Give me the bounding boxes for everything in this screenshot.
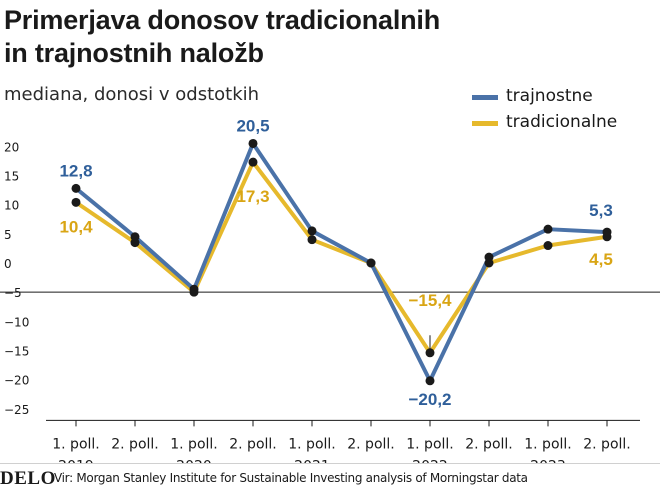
data-point-trajnostne	[248, 138, 258, 148]
y-tick-label: 10	[4, 199, 19, 213]
data-label-trajnostne: 20,5	[236, 116, 269, 135]
x-tick-label: 1. poll.	[524, 436, 572, 452]
x-tick-label: 2. poll.	[465, 436, 513, 452]
source-note: Vir: Morgan Stanley Institute for Sustai…	[54, 471, 528, 485]
y-tick-label: 20	[4, 140, 19, 154]
line-chart: 20 15 10 5 0 −5 −10 −15 −20 −25 1. poll. 2. poll. 1.…	[0, 116, 660, 463]
data-label-tradicionalne: 4,5	[589, 250, 613, 269]
chart-title-line-2: in trajnostnih naložb	[4, 38, 264, 68]
data-point-trajnostne	[130, 232, 140, 242]
x-tick-label: 2. poll.	[583, 436, 631, 452]
data-label-trajnostne: 12,8	[59, 161, 92, 180]
data-point-tradicionalne	[248, 157, 258, 167]
data-point-tradicionalne	[307, 235, 317, 245]
x-year-label: 2023	[530, 458, 566, 463]
data-point-tradicionalne	[425, 348, 435, 358]
data-point-tradicionalne	[543, 241, 553, 251]
footer: DELO Vir: Morgan Stanley Institute for S…	[0, 463, 660, 495]
brand-logo: DELO	[0, 468, 56, 489]
y-tick-label: 0	[4, 257, 12, 271]
x-tick-label: 1. poll.	[288, 436, 336, 452]
legend-swatch-tradicionalne	[472, 121, 498, 126]
y-tick-label: −15	[4, 344, 29, 358]
y-tick-label: −10	[4, 315, 29, 329]
y-tick-label: 15	[4, 170, 19, 184]
chart-subtitle: mediana, donosi v odstotkih	[4, 84, 260, 105]
x-year-label: 2019	[58, 458, 94, 463]
y-tick-label: 5	[4, 228, 12, 242]
x-tick-label: 1. poll.	[170, 436, 218, 452]
x-tick-label: 2. poll.	[111, 436, 159, 452]
data-label-trajnostne: −20,2	[408, 390, 451, 409]
legend-label-tradicionalne: tradicionalne	[506, 112, 618, 132]
chart-title-line-1: Primerjava donosov tradicionalnih	[4, 5, 441, 35]
data-point-trajnostne	[543, 224, 553, 234]
data-point-tradicionalne	[71, 197, 81, 207]
y-tick-label: −20	[4, 374, 29, 388]
data-label-tradicionalne: 10,4	[59, 217, 93, 236]
x-year-label: 2020	[176, 458, 212, 463]
series-line-trajnostne	[74, 141, 609, 383]
data-point-trajnostne	[189, 284, 199, 294]
data-point-trajnostne	[307, 226, 317, 236]
x-year-label: 2021	[294, 458, 330, 463]
data-label-tradicionalne: 17,3	[236, 187, 269, 206]
legend-swatch-trajnostne	[472, 95, 498, 100]
y-tick-label: −5	[4, 286, 22, 300]
data-point-trajnostne	[425, 376, 435, 386]
data-point-trajnostne	[366, 258, 376, 268]
legend-label-trajnostne: trajnostne	[506, 86, 593, 106]
x-tick-label: 1. poll.	[406, 436, 454, 452]
x-tick-label: 2. poll.	[347, 436, 395, 452]
chart-title: Primerjava donosov tradicionalnih in tra…	[4, 4, 604, 70]
x-year-label: 2022	[412, 458, 448, 463]
data-point-trajnostne	[71, 183, 81, 193]
data-point-trajnostne	[484, 252, 494, 262]
data-label-tradicionalne: −15,4	[408, 291, 452, 310]
data-point-trajnostne	[602, 227, 612, 237]
y-tick-label: −25	[4, 403, 29, 417]
series-line-tradicionalne	[74, 160, 609, 355]
x-tick-label: 2. poll.	[229, 436, 277, 452]
data-label-trajnostne: 5,3	[589, 201, 613, 220]
x-tick-label: 1. poll.	[52, 436, 100, 452]
